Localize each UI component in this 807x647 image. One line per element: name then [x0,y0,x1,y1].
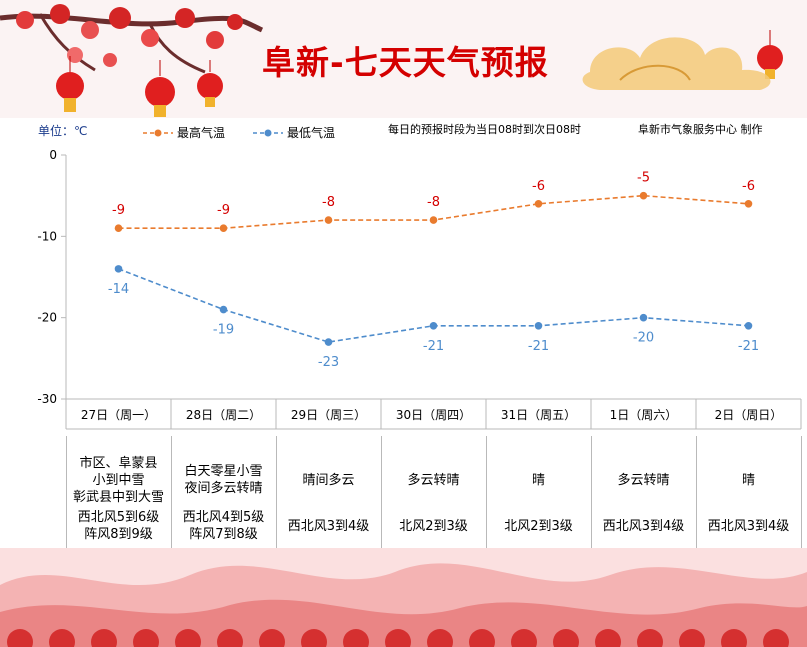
data-label-low: -21 [738,339,759,354]
wind-cell: 西北风3到4级 [276,506,381,546]
weather-cell: 多云转晴 [591,450,696,510]
data-label-low: -21 [423,339,444,354]
wind-cell: 西北风4到5级 阵风7到8级 [171,506,276,546]
data-label-high: -5 [637,171,650,186]
data-label-low: -20 [633,331,654,346]
legend-low-marker-icon [253,129,283,136]
x-tick-label: 1日（周六） [610,408,678,422]
data-label-high: -9 [217,203,230,218]
wind-text: 阵风8到9级 [84,527,153,542]
weather-cell: 多云转晴 [381,450,486,510]
wind-cell: 西北风3到4级 [696,506,801,546]
weather-text: 白天零星小雪 [184,464,263,479]
y-tick-label: -30 [37,392,57,406]
page-title: 阜新-七天天气预报 [262,43,549,82]
wind-text: 西北风3到4级 [707,518,790,534]
wind-text: 北风2到3级 [504,518,573,534]
weather-text: 晴 [741,472,755,488]
data-point-high [219,224,228,232]
weather-text: 小到中雪 [92,472,145,488]
x-tick-label: 31日（周五） [501,408,576,422]
unit-label: 单位：℃ [38,124,88,138]
legend-high-marker-icon [143,129,173,136]
data-point-low [639,313,648,322]
data-point-high [114,224,123,232]
weather-cell: 市区、阜蒙县 小到中雪 彰武县中到大雪 [66,450,171,510]
data-point-high [639,191,648,200]
data-label-low: -23 [318,355,339,370]
forecast-period-note: 每日的预报时段为当日08时到次日08时 [388,123,581,136]
data-label-high: -6 [742,179,755,194]
legend-high-label: 最高气温 [177,126,226,140]
auspicious-cloud-footer-icon [0,548,807,647]
wind-cell: 北风2到3级 [486,506,591,546]
data-label-high: -9 [112,203,125,218]
x-tick-label: 27日（周一） [81,408,156,422]
table-column-divider [66,436,67,548]
x-tick-label: 29日（周三） [291,408,366,422]
table-column-divider [276,436,277,548]
wind-cell: 西北风5到6级 阵风8到9级 [66,506,171,546]
weather-text: 彰武县中到大雪 [72,489,164,505]
weather-cell: 晴 [486,450,591,510]
data-point-low [114,265,123,273]
weather-text: 多云转晴 [407,472,460,488]
temperature-chart: 0 -10 -20 -30 27日（周一） 28日（周二） 29日（周三） 30日（周四） 31… [37,148,802,430]
plum-blossom-branch-icon [0,4,264,74]
data-point-low [324,338,333,346]
table-column-divider [696,436,697,548]
data-label-low: -14 [108,282,129,297]
wind-text: 西北风4到5级 [182,510,265,525]
table-column-divider [801,436,802,548]
data-point-low [744,322,753,330]
data-point-low [534,322,543,330]
data-point-low [429,322,438,330]
wind-text: 西北风3到4级 [287,518,370,534]
weather-text: 晴间多云 [302,472,355,488]
wind-text: 西北风5到6级 [77,510,160,525]
x-tick-label: 28日（周二） [186,408,261,422]
legend-low-label: 最低气温 [287,126,336,140]
table-column-divider [381,436,382,548]
weather-text: 晴 [531,472,545,488]
weather-cell: 白天零星小雪 夜间多云转晴 [171,450,276,510]
table-column-divider [486,436,487,548]
y-tick-label: -10 [37,229,57,243]
x-tick-label: 2日（周日） [715,408,783,422]
wind-cell: 西北风3到4级 [591,506,696,546]
golden-cloud-icon [582,37,771,90]
y-tick-label: 0 [49,148,57,162]
data-label-high: -8 [322,195,335,210]
weather-text: 多云转晴 [617,472,670,488]
data-label-high: -6 [532,179,545,194]
data-point-high [744,200,753,208]
wind-text: 北风2到3级 [399,518,468,534]
legend-high: 最高气温 [143,124,225,141]
wind-text: 阵风7到8级 [189,527,258,542]
weather-text: 夜间多云转晴 [184,481,263,496]
y-tick-label: -20 [37,311,57,325]
weather-cell: 晴间多云 [276,450,381,510]
producer-credit: 阜新市气象服务中心 制作 [638,123,763,136]
lantern-icon [56,30,783,117]
table-column-divider [171,436,172,548]
data-label-high: -8 [427,195,440,210]
legend-low: 最低气温 [253,124,335,141]
wind-cell: 北风2到3级 [381,506,486,546]
data-point-high [429,216,438,224]
x-tick-label: 30日（周四） [396,408,471,422]
data-point-high [324,216,333,224]
table-column-divider [591,436,592,548]
data-point-high [534,200,543,208]
data-label-low: -19 [213,323,234,338]
data-label-low: -21 [528,339,549,354]
weather-cell: 晴 [696,450,801,510]
data-point-low [219,305,228,314]
wind-text: 西北风3到4级 [602,518,685,534]
weather-text: 市区、阜蒙县 [79,455,158,471]
